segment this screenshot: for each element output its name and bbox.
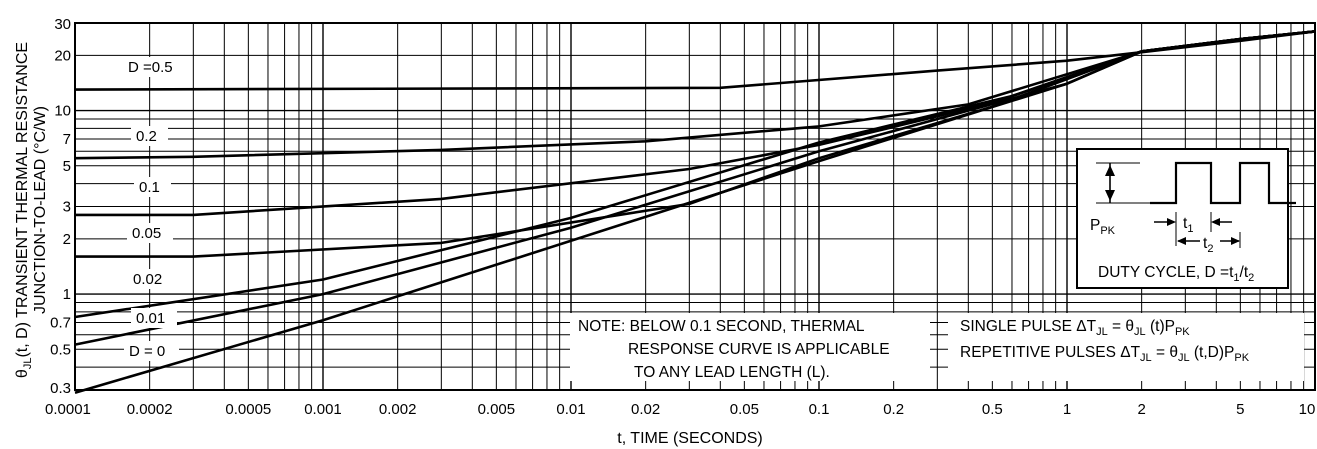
curve-label: 0.02 <box>133 271 162 288</box>
y-tick-label: 0.7 <box>50 314 71 331</box>
x-tick-label: 0.0001 <box>45 401 91 418</box>
x-tick-label: 2 <box>1137 401 1145 418</box>
x-tick-label: 0.1 <box>809 401 830 418</box>
x-tick-label: 5 <box>1236 401 1244 418</box>
x-tick-label: 0.002 <box>379 401 417 418</box>
x-tick-label: 0.2 <box>883 401 904 418</box>
curve-label-bg <box>134 177 171 197</box>
x-tick-label: 1 <box>1063 401 1071 418</box>
y-tick-label: 0.5 <box>50 341 71 358</box>
curve-label: 0.01 <box>136 310 165 327</box>
curve-label: 0.05 <box>132 225 161 242</box>
y-axis-theta-sub: JL <box>22 358 34 370</box>
curve-label: D =0.5 <box>128 59 173 76</box>
curve-label: D = 0 <box>129 343 165 360</box>
amplitude-arrow-head-bottom <box>1105 190 1115 201</box>
inset-duty-cycle-label: DUTY CYCLE, D =t1/t2 <box>1098 264 1254 284</box>
y-tick-label: 7 <box>63 131 71 148</box>
y-tick-label: 20 <box>54 47 71 64</box>
curve-label-bg <box>124 341 179 361</box>
x-tick-label: 10 <box>1299 401 1316 418</box>
x-tick-label: 0.05 <box>730 401 759 418</box>
y-tick-label: 0.3 <box>50 380 71 397</box>
svg-text:θJL(t, D) TRANSIENT THERMAL RE: θJL(t, D) TRANSIENT THERMAL RESISTANCE <box>14 42 34 378</box>
inset-t2-label: t2 <box>1203 235 1213 255</box>
curve-label-bg <box>127 223 173 243</box>
curve-labels-group: D =0.5 0.2 0.1 0.05 0.02 0.01 D = 0 <box>123 57 187 361</box>
note-annotation: NOTE: BELOW 0.1 SECOND, THERMAL RESPONSE… <box>570 313 930 381</box>
note-line-2: RESPONSE CURVE IS APPLICABLE <box>628 341 890 358</box>
y-axis-theta: θ <box>14 369 31 378</box>
curve-label-bg <box>131 126 168 146</box>
y-tick-label: 1 <box>63 286 71 303</box>
duty-cycle-inset: PPK t1 t2 DUTY CYCLE, D =t1/t2 <box>1076 148 1296 289</box>
x-axis-title: t, TIME (SECONDS) <box>617 430 763 447</box>
x-tick-label: 0.02 <box>631 401 660 418</box>
pulse-formula-annotation: SINGLE PULSE ΔTJL = θJL (t)PPK REPETITIV… <box>948 313 1304 381</box>
y-axis-title-rest: (t, D) TRANSIENT THERMAL RESISTANCE <box>14 42 31 358</box>
inset-t1-label: t1 <box>1183 215 1193 235</box>
note-line-3: TO ANY LEAD LENGTH (L). <box>634 364 830 381</box>
x-tick-label: 0.005 <box>478 401 516 418</box>
y-axis-title-line2: JUNCTION-TO-LEAD (°C/W) <box>32 106 49 314</box>
y-tick-label: 10 <box>54 103 71 120</box>
curves-group <box>74 30 1316 394</box>
pulse-waveform <box>1150 161 1296 205</box>
curve-label-bg <box>131 308 177 328</box>
curve-line <box>74 30 1316 394</box>
y-tick-label: 30 <box>54 16 71 33</box>
x-tick-label: 0.5 <box>982 401 1003 418</box>
curve-label-bg <box>123 57 187 77</box>
x-tick-label: 0.0005 <box>225 401 271 418</box>
plot-frame <box>74 22 1316 391</box>
curve-label: 0.1 <box>139 179 160 196</box>
single-pulse-formula: SINGLE PULSE ΔTJL = θJL (t)PPK <box>960 318 1190 338</box>
curve-label: 0.2 <box>136 128 157 145</box>
curve-line <box>74 30 1316 91</box>
y-axis-title: θJL(t, D) TRANSIENT THERMAL RESISTANCE J… <box>14 42 49 378</box>
y-tick-label: 2 <box>63 231 71 248</box>
note-line-1: NOTE: BELOW 0.1 SECOND, THERMAL <box>578 318 865 335</box>
amplitude-arrow-head-top <box>1105 165 1115 176</box>
repetitive-pulses-formula: REPETITIVE PULSES ΔTJL = θJL (t,D)PPK <box>960 344 1250 364</box>
x-tick-label: 0.0002 <box>127 401 173 418</box>
x-tick-label: 0.001 <box>304 401 342 418</box>
y-tick-label: 3 <box>63 199 71 216</box>
curve-label-bg <box>128 269 174 289</box>
y-tick-label: 5 <box>63 158 71 175</box>
tick-labels-group: 0.0001 0.0002 0.0005 0.001 0.002 0.005 0.01 0.0… <box>45 16 1315 418</box>
x-tick-label: 0.01 <box>556 401 585 418</box>
